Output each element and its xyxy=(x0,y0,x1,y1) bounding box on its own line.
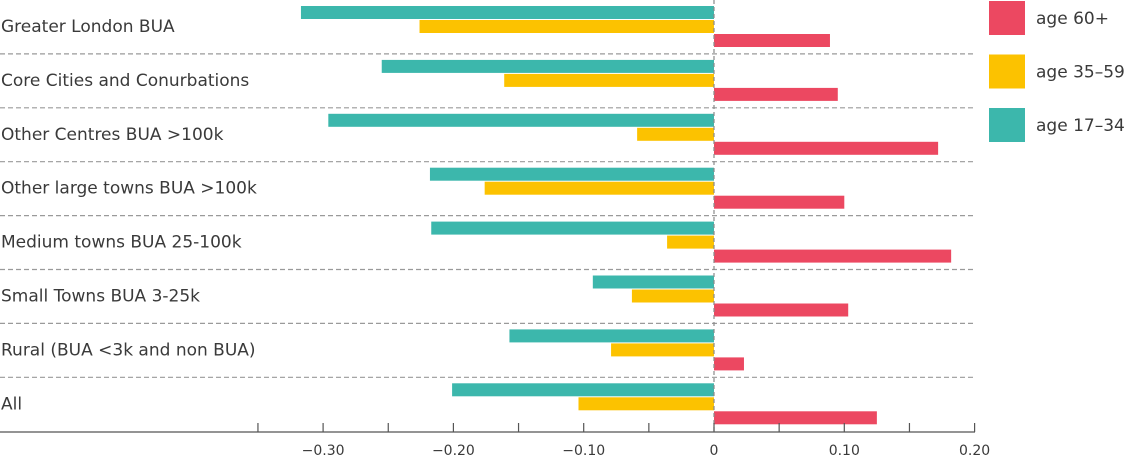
category-label: Greater London BUA xyxy=(1,17,175,37)
x-tick-label: −0.30 xyxy=(302,443,345,459)
bar xyxy=(637,127,714,141)
x-tick-label: 0 xyxy=(710,443,719,459)
category-label: Other Centres BUA >100k xyxy=(1,125,224,145)
bar xyxy=(452,383,714,397)
bar xyxy=(611,343,714,357)
bars xyxy=(300,6,952,425)
bar xyxy=(484,181,714,195)
bar xyxy=(714,87,838,101)
bar xyxy=(714,34,830,47)
x-tick-label: 0.20 xyxy=(959,443,990,459)
legend-label: age 60+ xyxy=(1036,9,1109,29)
bar xyxy=(429,167,714,181)
bar xyxy=(714,411,877,425)
x-tick-label: −0.10 xyxy=(562,443,605,459)
bar xyxy=(300,6,714,19)
bar xyxy=(328,113,714,127)
bar xyxy=(714,249,952,263)
category-label: All xyxy=(1,394,22,414)
legend-label: age 17–34 xyxy=(1036,116,1125,136)
bar xyxy=(381,59,714,73)
bar xyxy=(509,329,714,343)
bar xyxy=(504,73,714,87)
legend-swatch xyxy=(989,1,1025,35)
bar xyxy=(419,20,714,33)
bar xyxy=(714,357,744,371)
category-separators xyxy=(0,53,975,378)
category-label: Rural (BUA <3k and non BUA) xyxy=(1,340,256,360)
bar xyxy=(714,141,939,155)
category-label: Core Cities and Conurbations xyxy=(1,71,249,91)
bar xyxy=(578,397,714,411)
legend-label: age 35–59 xyxy=(1036,63,1125,83)
legend: age 60+ age 35–59 age 17–34 xyxy=(989,1,1125,142)
bar xyxy=(592,275,714,289)
bar xyxy=(631,289,714,303)
x-tick-label: 0.10 xyxy=(829,443,860,459)
bar xyxy=(714,303,849,317)
x-tick-label: −0.20 xyxy=(432,443,475,459)
category-label: Small Towns BUA 3-25k xyxy=(1,287,200,307)
bar xyxy=(667,235,714,249)
legend-swatch xyxy=(989,108,1025,142)
category-labels: Greater London BUA Core Cities and Conurb… xyxy=(1,17,257,414)
legend-swatch xyxy=(989,54,1025,89)
bar xyxy=(431,221,714,235)
x-axis: −0.30 −0.20 −0.10 0 0.10 0.20 xyxy=(0,423,990,459)
category-label: Medium towns BUA 25-100k xyxy=(1,233,242,253)
category-label: Other large towns BUA >100k xyxy=(1,179,257,199)
bar xyxy=(714,195,845,209)
